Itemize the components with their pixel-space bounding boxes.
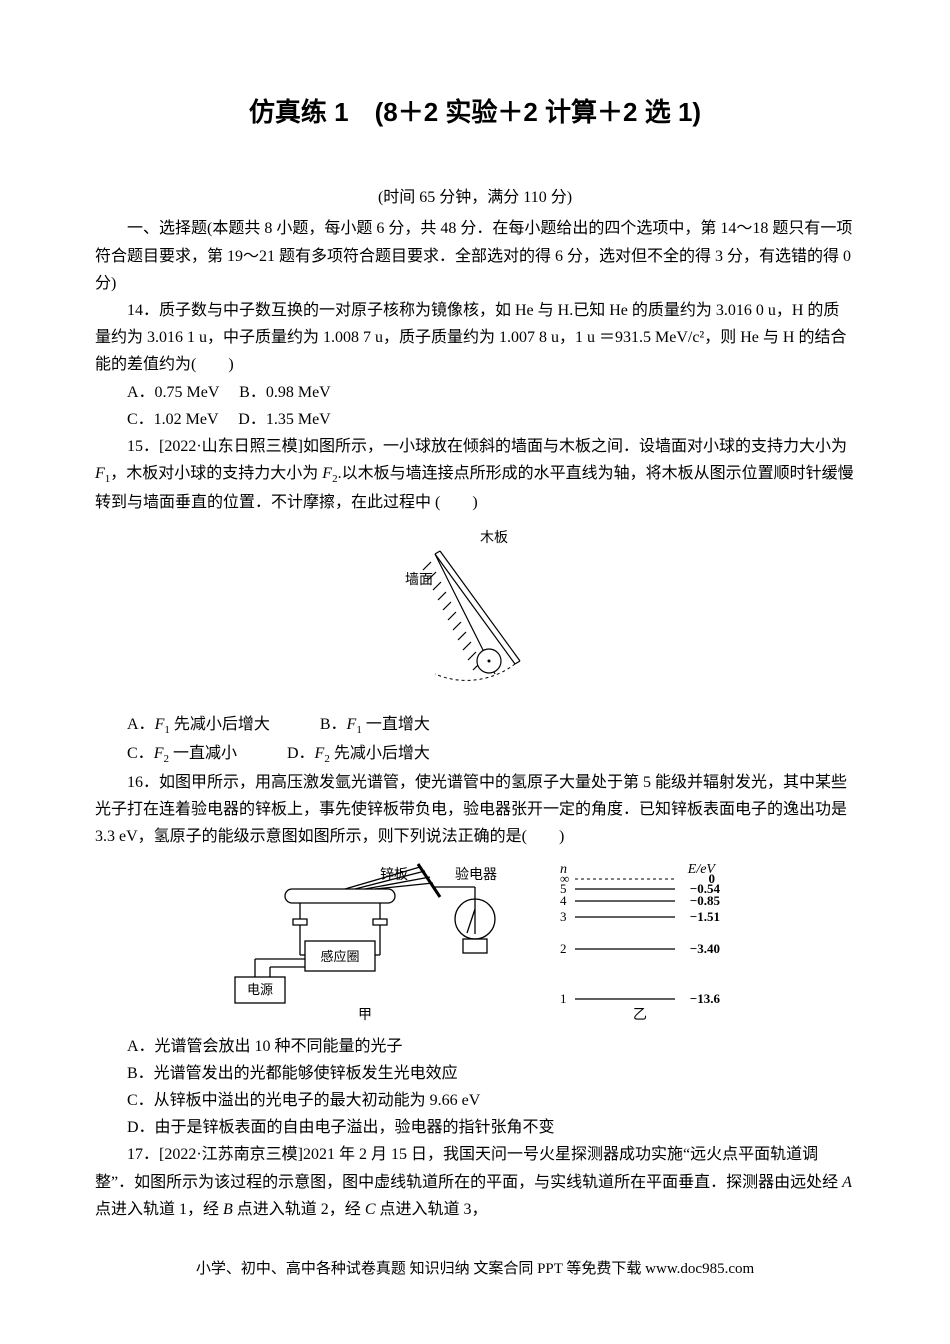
- q16-label-zinc: 锌板: [380, 867, 408, 883]
- q14-optrow1: A．0.75 MeV B．0.98 MeV: [95, 379, 855, 406]
- q15-stem: 15．[2022·山东日照三模]如图所示，一小球放在倾斜的墙面与木板之间．设墙面…: [95, 433, 855, 516]
- q17-mid2: 点进入轨道 2，经: [233, 1201, 365, 1218]
- q14-optC: C．1.02 MeV: [127, 411, 218, 428]
- q15-stem-mid1: ，木板对小球的支持力大小为: [110, 465, 322, 482]
- q16-label-coil: 感应圈: [320, 949, 359, 964]
- q17-end: 点进入轨道 3，: [375, 1201, 487, 1218]
- q16-caption-right: 乙: [633, 1007, 647, 1023]
- q16-optC: C．从锌板中溢出的光电子的最大初动能为 9.66 eV: [95, 1087, 855, 1114]
- q15-optB-pre: B．: [320, 716, 347, 733]
- q16-optA: A．光谱管会放出 10 种不同能量的光子: [95, 1033, 855, 1060]
- lvl4-E: −0.85: [690, 893, 721, 908]
- q15-optrow1: A．F1 先减小后增大 B．F1 一直增大: [95, 711, 855, 740]
- lvl4-n: 4: [560, 893, 567, 908]
- q15-label-board: 木板: [480, 530, 508, 546]
- q15-stem-pre: 15．[2022·山东日照三模]如图所示，一小球放在倾斜的墙面与木板之间．设墙面…: [127, 438, 847, 455]
- timing-line: (时间 65 分钟，满分 110 分): [95, 184, 855, 211]
- section-intro-text: 一、选择题(本题共 8 小题，每小题 6 分，共 48 分．在每小题给出的四个选…: [95, 220, 852, 291]
- q14-stem: 14．质子数与中子数互换的一对原子核称为镜像核，如 He 与 H.已知 He 的…: [95, 297, 855, 379]
- q15-optD-suf: 先减小后增大: [330, 745, 430, 762]
- q15-optB-suf: 一直增大: [362, 716, 430, 733]
- q16-figures: 锌板 验电器 感应圈 电源 甲 n E/eV ∞ 0 5 −0.54 4 −0.…: [95, 859, 855, 1029]
- q17-pre: 17．[2022·江苏南京三模]2021 年 2 月 15 日，我国天问一号火星…: [95, 1146, 842, 1190]
- q15-optA-suf: 先减小后增大: [170, 716, 270, 733]
- q15-optC-suf: 一直减小: [169, 745, 237, 762]
- page-footer: 小学、初中、高中各种试卷真题 知识归纳 文案合同 PPT 等免费下载 www.d…: [95, 1257, 855, 1283]
- q17-mid1: 点进入轨道 1，经: [95, 1201, 223, 1218]
- q15-optD-pre: D．: [287, 745, 315, 762]
- q16-caption-left: 甲: [358, 1008, 372, 1023]
- lvl3-E: −1.51: [690, 909, 720, 924]
- q16-optB: B．光谱管发出的光都能够使锌板发生光电效应: [95, 1060, 855, 1087]
- page-title: 仿真练 1 (8＋2 实验＋2 计算＋2 选 1): [95, 90, 855, 134]
- q14-optD: D．1.35 MeV: [238, 411, 330, 428]
- q15-optA-pre: A．: [127, 716, 155, 733]
- lvl3-n: 3: [560, 909, 567, 924]
- lvl2-n: 2: [560, 941, 567, 956]
- q16-stem: 16．如图甲所示，用高压激发氩光谱管，使光谱管中的氢原子大量处于第 5 能级并辐…: [95, 769, 855, 851]
- q14-optB: B．0.98 MeV: [239, 384, 331, 401]
- section-intro: 一、选择题(本题共 8 小题，每小题 6 分，共 48 分．在每小题给出的四个选…: [95, 215, 855, 297]
- q15-label-wall: 墙面: [405, 572, 433, 588]
- q14-optA: A．0.75 MeV: [127, 384, 219, 401]
- q16-label-detector: 验电器: [455, 867, 497, 883]
- q15-figure: 木板 墙面: [95, 524, 855, 703]
- lvl2-E: −3.40: [690, 941, 720, 956]
- page: 仿真练 1 (8＋2 实验＋2 计算＋2 选 1) (时间 65 分钟，满分 1…: [0, 0, 950, 1322]
- q15-optC-pre: C．: [127, 745, 154, 762]
- q16-label-power: 电源: [247, 982, 273, 997]
- lvl1-E: −13.6: [690, 991, 721, 1006]
- q15-svg: 木板 墙面: [375, 524, 575, 694]
- q14-optrow2: C．1.02 MeV D．1.35 MeV: [95, 406, 855, 433]
- q16-fig-right: n E/eV ∞ 0 5 −0.54 4 −0.85 3 −1.51 2 −3.…: [545, 859, 735, 1029]
- q15-optrow2: C．F2 一直减小 D．F2 先减小后增大: [95, 740, 855, 769]
- q17-stem: 17．[2022·江苏南京三模]2021 年 2 月 15 日，我国天问一号火星…: [95, 1141, 855, 1223]
- q16-optD: D．由于是锌板表面的自由电子溢出，验电器的指针张角不变: [95, 1114, 855, 1141]
- q16-fig-left: 锌板 验电器 感应圈 电源 甲: [215, 859, 515, 1029]
- lvl1-n: 1: [560, 991, 567, 1006]
